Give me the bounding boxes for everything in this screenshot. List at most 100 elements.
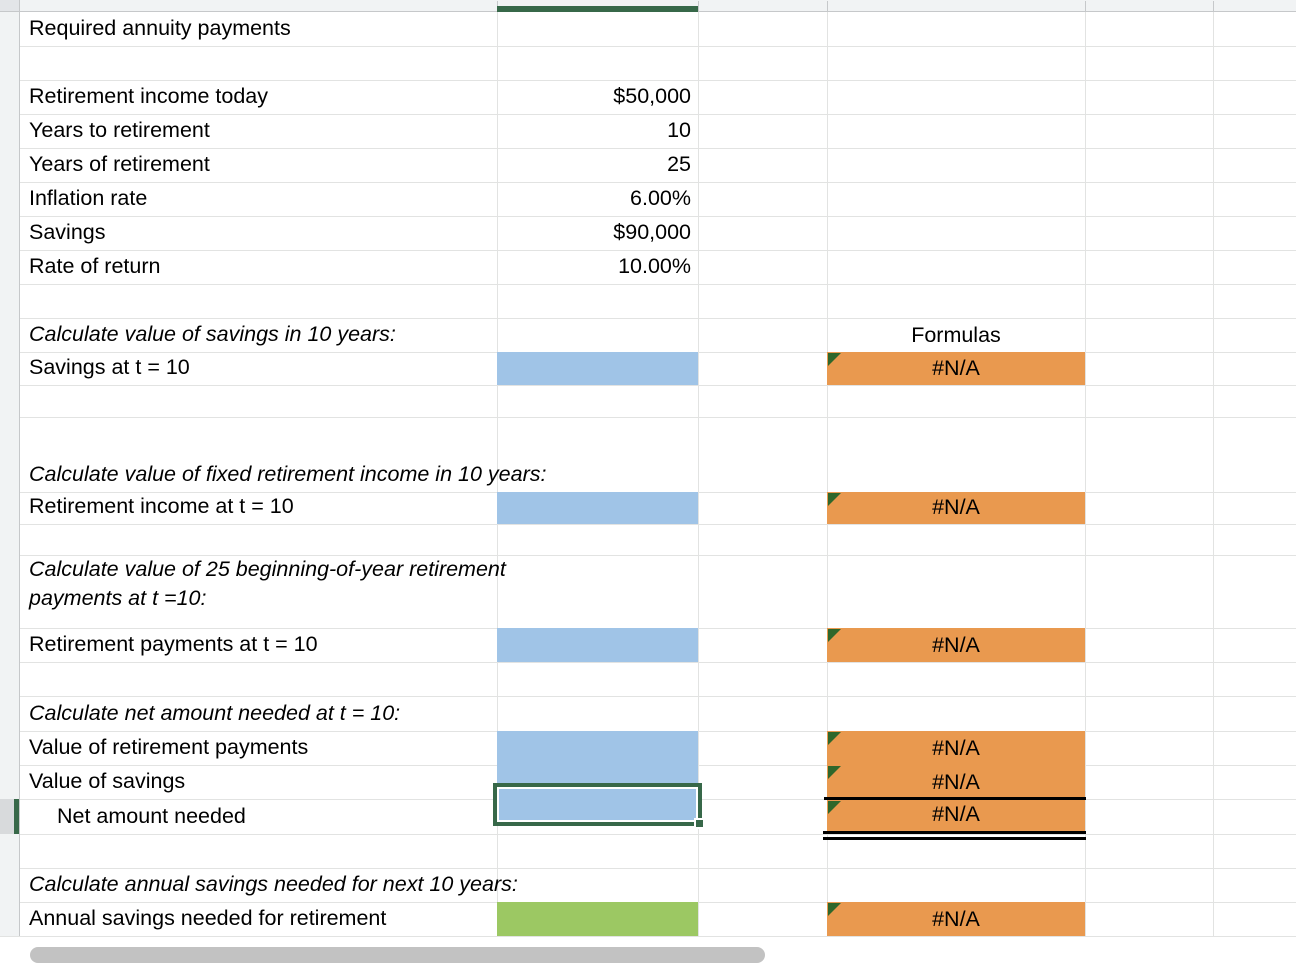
fill-handle[interactable] bbox=[694, 818, 705, 829]
row-label: Savings bbox=[29, 220, 106, 244]
value-rate-of-return[interactable]: 10.00% bbox=[497, 250, 698, 284]
heading-savings-in-10-years[interactable]: Calculate value of savings in 10 years: bbox=[19, 318, 497, 352]
formula-cell-value-of-retirement-payments[interactable]: #N/A bbox=[827, 731, 1085, 765]
error-value: #N/A bbox=[932, 736, 980, 760]
row-header-strip[interactable] bbox=[0, 12, 20, 936]
label-rate-of-return[interactable]: Rate of return bbox=[19, 250, 497, 284]
heading-net-amount-needed[interactable]: Calculate net amount needed at t = 10: bbox=[19, 696, 497, 731]
label-retirement-income-at-t10[interactable]: Retirement income at t = 10 bbox=[19, 492, 497, 524]
label-years-of-retirement[interactable]: Years of retirement bbox=[19, 148, 497, 182]
row-label: Years of retirement bbox=[29, 152, 210, 176]
section-heading: Calculate annual savings needed for next… bbox=[29, 872, 518, 896]
heading-fixed-retirement-income[interactable]: Calculate value of fixed retirement inco… bbox=[19, 417, 546, 492]
section-heading: Calculate value of fixed retirement inco… bbox=[29, 462, 547, 486]
label-retirement-payments-at-t10[interactable]: Retirement payments at t = 10 bbox=[19, 628, 497, 662]
heading-annual-savings[interactable]: Calculate annual savings needed for next… bbox=[19, 868, 518, 902]
row-label: Retirement income today bbox=[29, 84, 268, 108]
gridline bbox=[0, 80, 1296, 81]
row-label: Annual savings needed for retirement bbox=[29, 906, 387, 930]
gridline bbox=[0, 46, 1296, 47]
gridline bbox=[0, 284, 1296, 285]
sheet-title-cell[interactable]: Required annuity payments bbox=[19, 12, 497, 46]
formulas-header-cell[interactable]: Formulas bbox=[827, 318, 1085, 352]
gridline bbox=[0, 868, 1296, 869]
error-value: #N/A bbox=[932, 770, 980, 794]
formula-cell-savings-at-t10[interactable]: #N/A bbox=[827, 352, 1085, 385]
formulas-header: Formulas bbox=[911, 323, 1001, 347]
heading-25-payments[interactable]: Calculate value of 25 beginning-of-year … bbox=[19, 555, 506, 628]
error-value: #N/A bbox=[932, 495, 980, 519]
double-bottom-rule bbox=[823, 831, 1086, 834]
label-retirement-income-today[interactable]: Retirement income today bbox=[19, 80, 497, 114]
selected-row-indicator bbox=[14, 799, 19, 834]
row-label: Retirement income at t = 10 bbox=[29, 494, 294, 518]
column-divider bbox=[827, 1, 828, 11]
answer-cell-annual-savings[interactable] bbox=[497, 902, 698, 936]
gridline bbox=[0, 216, 1296, 217]
selected-row-header[interactable] bbox=[0, 799, 14, 834]
input-cell-value-of-retirement-payments[interactable] bbox=[497, 731, 698, 765]
horizontal-scrollbar-thumb[interactable] bbox=[30, 947, 765, 963]
row-label: Net amount needed bbox=[57, 804, 246, 828]
selected-cell-fill bbox=[499, 789, 696, 820]
formula-cell-retirement-income-at-t10[interactable]: #N/A bbox=[827, 492, 1085, 524]
formula-cell-annual-savings[interactable]: #N/A bbox=[827, 902, 1085, 936]
error-value: #N/A bbox=[932, 356, 980, 380]
gridline bbox=[698, 12, 699, 936]
label-savings[interactable]: Savings bbox=[19, 216, 497, 250]
input-cell-retirement-income-at-t10[interactable] bbox=[497, 492, 698, 524]
sheet-title: Required annuity payments bbox=[29, 16, 291, 40]
value-years-of-retirement[interactable]: 25 bbox=[497, 148, 698, 182]
gridline bbox=[1213, 12, 1214, 936]
single-top-rule bbox=[824, 797, 1086, 800]
corner-box[interactable] bbox=[0, 0, 20, 11]
gridline bbox=[0, 318, 1296, 319]
label-inflation-rate[interactable]: Inflation rate bbox=[19, 182, 497, 216]
label-savings-at-t10[interactable]: Savings at t = 10 bbox=[19, 352, 497, 385]
cell-value: 25 bbox=[667, 152, 691, 176]
row-label: Retirement payments at t = 10 bbox=[29, 632, 318, 656]
cell-value: 6.00% bbox=[630, 186, 691, 210]
row-label: Years to retirement bbox=[29, 118, 210, 142]
column-divider bbox=[698, 1, 699, 11]
value-savings[interactable]: $90,000 bbox=[497, 216, 698, 250]
gridline bbox=[0, 524, 1296, 525]
input-cell-retirement-payments-at-t10[interactable] bbox=[497, 628, 698, 662]
section-heading: Calculate net amount needed at t = 10: bbox=[29, 701, 401, 725]
gridline bbox=[0, 696, 1296, 697]
label-value-of-savings[interactable]: Value of savings bbox=[19, 765, 497, 799]
row-label: Value of retirement payments bbox=[29, 735, 309, 759]
gridline bbox=[1085, 12, 1086, 936]
column-divider bbox=[1085, 1, 1086, 11]
selected-column-indicator bbox=[497, 6, 698, 12]
gridline bbox=[0, 936, 1296, 937]
formula-cell-retirement-payments-at-t10[interactable]: #N/A bbox=[827, 628, 1085, 662]
label-years-to-retirement[interactable]: Years to retirement bbox=[19, 114, 497, 148]
value-inflation-rate[interactable]: 6.00% bbox=[497, 182, 698, 216]
cell-value: $50,000 bbox=[613, 84, 691, 108]
column-divider bbox=[1213, 1, 1214, 11]
error-flag-icon bbox=[828, 801, 841, 814]
value-years-to-retirement[interactable]: 10 bbox=[497, 114, 698, 148]
gridline bbox=[0, 114, 1296, 115]
formula-cell-net-amount-needed[interactable]: #N/A bbox=[827, 800, 1085, 831]
selected-cell-net-amount-needed[interactable] bbox=[493, 783, 705, 829]
value-retirement-income-today[interactable]: $50,000 bbox=[497, 80, 698, 114]
error-flag-icon bbox=[828, 493, 841, 506]
label-value-of-retirement-payments[interactable]: Value of retirement payments bbox=[19, 731, 497, 765]
error-flag-icon bbox=[828, 903, 841, 916]
error-value: #N/A bbox=[932, 633, 980, 657]
label-annual-savings-needed[interactable]: Annual savings needed for retirement bbox=[19, 902, 497, 936]
section-heading-line2: payments at t =10: bbox=[29, 586, 207, 610]
double-bottom-rule bbox=[823, 837, 1086, 840]
error-value: #N/A bbox=[932, 802, 980, 826]
error-flag-icon bbox=[828, 629, 841, 642]
input-cell-savings-at-t10[interactable] bbox=[497, 352, 698, 385]
gridline bbox=[827, 12, 828, 936]
row-label: Rate of return bbox=[29, 254, 161, 278]
label-net-amount-needed[interactable]: Net amount needed bbox=[19, 799, 497, 834]
gridline bbox=[0, 662, 1296, 663]
formula-cell-value-of-savings[interactable]: #N/A bbox=[827, 765, 1085, 799]
cell-value: 10 bbox=[667, 118, 691, 142]
